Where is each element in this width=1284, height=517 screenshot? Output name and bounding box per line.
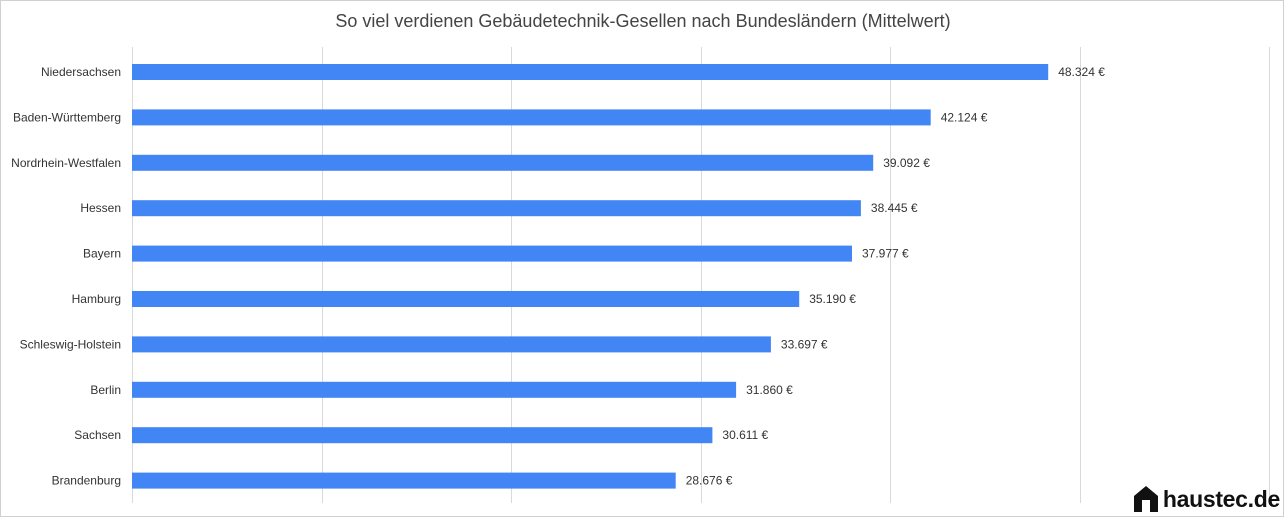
category-label: Sachsen — [74, 428, 121, 442]
haustec-logo: haustec.de — [1133, 485, 1280, 513]
category-label: Niedersachsen — [41, 65, 121, 79]
value-label: 48.324 € — [1058, 65, 1105, 79]
bar — [132, 291, 800, 307]
bar — [132, 200, 861, 217]
bar — [132, 154, 874, 171]
value-label: 39.092 € — [883, 156, 930, 170]
value-label: 30.611 € — [722, 428, 768, 442]
category-label: Schleswig-Holstein — [20, 337, 121, 351]
category-label: Berlin — [90, 383, 121, 397]
value-label: 33.697 € — [781, 337, 828, 351]
bar — [132, 427, 713, 444]
bar — [132, 64, 1049, 80]
value-label: 38.445 € — [871, 201, 918, 215]
bar — [132, 109, 931, 126]
bar — [132, 336, 771, 353]
category-label: Nordrhein-Westfalen — [11, 156, 121, 170]
value-label: 28.676 € — [686, 474, 733, 488]
value-label: 31.860 € — [746, 383, 793, 397]
category-label: Hessen — [80, 201, 121, 215]
category-label: Baden-Württemberg — [13, 110, 121, 124]
value-label: 37.977 € — [862, 247, 909, 261]
value-label: 42.124 € — [941, 110, 988, 124]
bar — [132, 245, 852, 262]
value-label: 35.190 € — [809, 292, 856, 306]
bar — [132, 472, 676, 489]
category-label: Bayern — [83, 247, 121, 261]
chart-title: So viel verdienen Gebäudetechnik-Geselle… — [335, 11, 951, 31]
house-icon — [1133, 486, 1158, 512]
logo-text: haustec.de — [1162, 485, 1280, 512]
category-label: Hamburg — [72, 292, 121, 306]
category-label: Brandenburg — [52, 474, 121, 488]
bar — [132, 381, 737, 398]
